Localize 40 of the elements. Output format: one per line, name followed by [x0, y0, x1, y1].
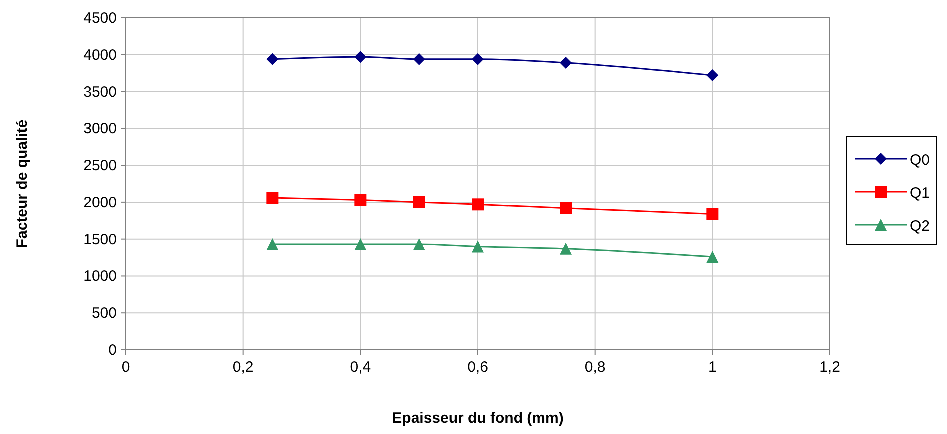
x-tick-label: 0,6 — [468, 359, 488, 376]
point — [354, 238, 367, 250]
y-tick-label: 3500 — [84, 84, 117, 101]
point — [266, 192, 279, 204]
point — [560, 57, 572, 70]
point — [413, 238, 426, 250]
y-axis-title: Facteur de qualité — [14, 120, 31, 248]
x-tick-label: 1,2 — [820, 359, 840, 376]
point — [706, 251, 719, 264]
x-tick-label: 0 — [122, 359, 130, 376]
y-tick-label: 4500 — [84, 10, 117, 27]
point — [354, 194, 367, 206]
x-tick-label: 0,4 — [350, 359, 372, 376]
y-tick-label: 2500 — [84, 158, 117, 175]
point — [354, 51, 367, 64]
point — [706, 208, 719, 220]
point — [706, 70, 719, 82]
point — [560, 202, 572, 214]
point — [472, 198, 484, 211]
x-tick-label: 0,8 — [584, 359, 606, 376]
y-tick-label: 1500 — [84, 231, 117, 248]
legend-label: Q2 — [910, 218, 930, 235]
y-tick-label: 4000 — [84, 46, 117, 64]
point — [266, 238, 279, 250]
point — [266, 53, 279, 66]
y-tick-label: 0 — [108, 342, 117, 359]
x-axis-title: Epaisseur du fond (mm) — [392, 410, 564, 427]
y-tick-label: 3000 — [84, 120, 117, 138]
point — [472, 53, 484, 66]
point — [560, 242, 572, 255]
point — [472, 240, 484, 253]
legend-label: Q0 — [910, 152, 930, 169]
x-tick-label: 0,2 — [232, 359, 254, 376]
y-tick-label: 2000 — [84, 194, 117, 212]
legend-label: Q1 — [910, 185, 930, 202]
point — [413, 196, 426, 208]
y-tick-label: 1000 — [84, 268, 117, 286]
point — [413, 53, 426, 66]
x-tick-label: 1 — [708, 359, 717, 376]
y-tick-label: 500 — [92, 305, 117, 322]
